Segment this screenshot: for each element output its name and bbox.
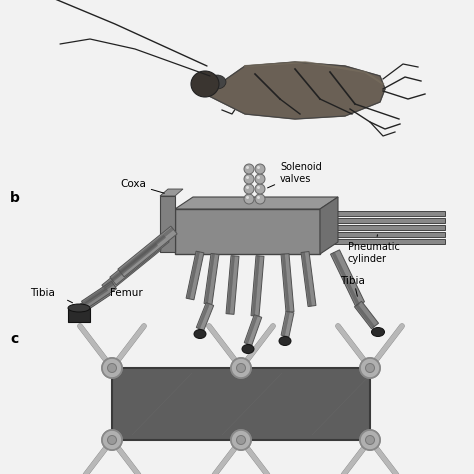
Circle shape [244,174,254,184]
Circle shape [102,430,122,450]
Ellipse shape [194,329,206,338]
Polygon shape [356,304,374,328]
Circle shape [255,184,265,194]
Bar [320,232,445,237]
Circle shape [257,186,260,189]
Circle shape [360,358,380,378]
Polygon shape [281,254,294,312]
Ellipse shape [242,345,254,354]
Text: Coxa: Coxa [120,179,164,193]
Circle shape [246,186,249,189]
Circle shape [231,358,251,378]
Ellipse shape [191,71,219,97]
Circle shape [246,176,249,179]
Circle shape [365,364,374,373]
Ellipse shape [208,75,226,89]
Polygon shape [196,302,214,330]
Polygon shape [252,256,260,316]
Bar [320,211,445,216]
Circle shape [237,436,246,445]
Polygon shape [332,252,360,306]
Bar [320,239,445,244]
Circle shape [237,364,246,373]
Polygon shape [355,301,379,329]
Polygon shape [175,197,338,209]
Polygon shape [314,236,320,244]
Polygon shape [330,250,365,306]
Polygon shape [226,255,239,314]
Polygon shape [246,315,258,344]
Bar [320,218,445,223]
Text: Pneumatic
cylinder: Pneumatic cylinder [348,235,400,264]
Polygon shape [75,287,110,315]
Polygon shape [251,255,264,316]
Polygon shape [204,254,219,305]
Polygon shape [281,311,294,337]
Polygon shape [76,288,108,310]
Circle shape [231,430,251,450]
Circle shape [255,164,265,174]
Polygon shape [282,254,290,312]
Circle shape [231,358,251,378]
Ellipse shape [68,304,90,312]
Polygon shape [82,283,114,305]
Polygon shape [110,234,169,285]
Circle shape [360,430,380,450]
Bar [112,368,370,440]
Circle shape [102,358,122,378]
Polygon shape [82,281,117,309]
Polygon shape [186,251,204,300]
Ellipse shape [279,337,291,346]
Polygon shape [160,189,183,196]
Text: Femur: Femur [110,288,143,298]
Polygon shape [314,229,320,237]
Circle shape [244,164,254,174]
Circle shape [246,166,249,169]
Bar [175,209,320,254]
Polygon shape [103,243,158,289]
Circle shape [246,196,249,199]
Circle shape [102,430,122,450]
Polygon shape [244,315,262,346]
Polygon shape [314,208,320,216]
Polygon shape [102,242,161,293]
Polygon shape [314,222,320,230]
Circle shape [360,358,380,378]
Polygon shape [205,62,385,119]
Bar [320,225,445,230]
Polygon shape [282,311,290,336]
Polygon shape [227,256,235,314]
Polygon shape [302,252,311,306]
Polygon shape [187,251,200,299]
Circle shape [231,430,251,450]
Circle shape [108,436,117,445]
Polygon shape [160,196,175,252]
Circle shape [244,194,254,204]
Text: Solenoid
valves: Solenoid valves [267,163,322,188]
Polygon shape [197,303,210,329]
Circle shape [365,436,374,445]
Circle shape [108,364,117,373]
Polygon shape [118,226,177,277]
Circle shape [257,176,260,179]
Ellipse shape [372,328,384,337]
Circle shape [360,430,380,450]
Text: c: c [10,332,18,346]
Polygon shape [314,215,320,223]
Polygon shape [119,227,173,273]
Text: b: b [10,191,20,205]
Bar [68,308,90,322]
Circle shape [257,166,260,169]
Polygon shape [301,252,316,307]
Text: Tibia: Tibia [30,288,55,298]
Circle shape [257,196,260,199]
Polygon shape [205,254,215,304]
Polygon shape [111,235,166,281]
Circle shape [102,358,122,378]
Circle shape [255,194,265,204]
Circle shape [244,184,254,194]
Text: Tibia: Tibia [340,276,365,286]
Circle shape [255,174,265,184]
Polygon shape [320,197,338,254]
